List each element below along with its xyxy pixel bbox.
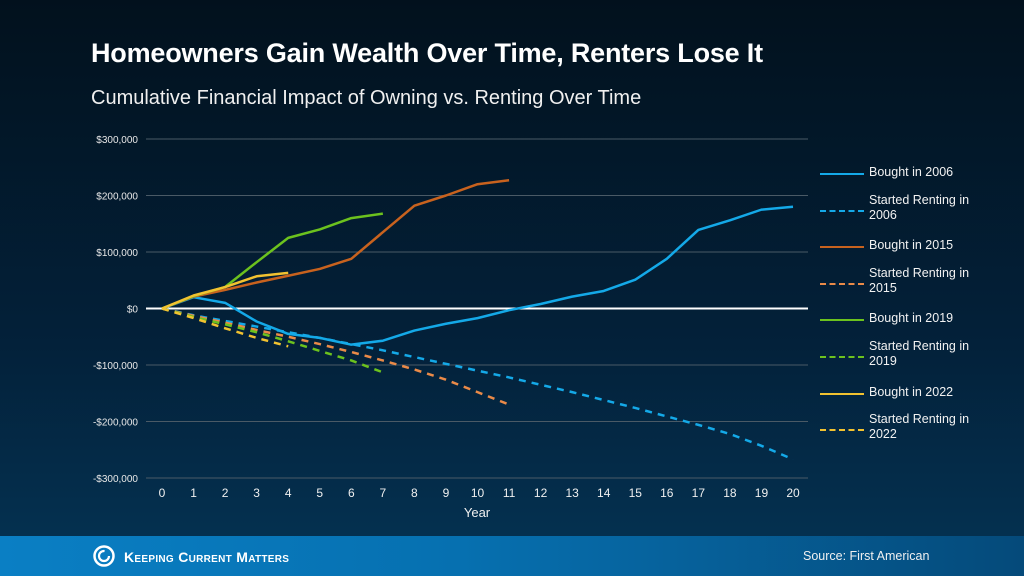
legend-label: Started Renting in 2022 [869, 412, 970, 442]
legend-label: Bought in 2006 [869, 165, 954, 179]
legend-swatch [820, 209, 864, 212]
legend-item: Started Renting in 2015 [820, 266, 1000, 306]
y-tick-label: $100,000 [96, 248, 138, 259]
legend-label: Started Renting in 2019 [869, 339, 970, 368]
line-chart: $300,000 $200,000 $100,000 $0 -$100,000 -$200… [93, 135, 808, 520]
legend-label: Bought in 2019 [869, 311, 954, 326]
x-tick-label: 16 [660, 486, 674, 500]
x-tick-label: 14 [597, 486, 611, 500]
x-axis-label: Year [464, 505, 491, 520]
legend-item: Bought in 2015 [820, 233, 1000, 269]
x-tick-label: 8 [411, 486, 418, 500]
x-tick-label: 4 [285, 486, 292, 500]
x-tick-label: 12 [534, 486, 548, 500]
y-tick-label: -$100,000 [93, 361, 138, 372]
y-tick-label: $300,000 [96, 135, 138, 146]
x-tick-label: 15 [629, 486, 643, 500]
x-tick-label: 1 [190, 486, 197, 500]
legend-item: Bought in 2006 [820, 160, 1000, 196]
footer-bar: Keeping Current Matters Source: First Am… [0, 536, 1024, 576]
x-tick-label: 11 [503, 486, 516, 500]
legend-label: Bought in 2022 [869, 384, 954, 399]
kcm-logo-icon [93, 545, 115, 567]
chart-title: Homeowners Gain Wealth Over Time, Renter… [91, 38, 763, 68]
y-tick-label: $0 [127, 305, 139, 316]
x-tick-label: 9 [443, 486, 450, 500]
legend-swatch [820, 173, 864, 175]
x-tick-label: 20 [786, 486, 800, 500]
x-tick-label: 2 [222, 486, 229, 500]
x-tick-label: 10 [471, 486, 485, 500]
legend-label: Bought in 2015 [869, 238, 954, 253]
series-line-2 [161, 179, 510, 310]
legend-item: Started Renting in 2006 [820, 193, 1000, 233]
legend-swatch [820, 392, 864, 395]
x-tick-label: 6 [348, 486, 355, 500]
legend-item: Started Renting in 2022 [820, 412, 1000, 452]
y-tick-label: -$300,000 [93, 474, 138, 485]
x-tick-label: 19 [755, 486, 769, 500]
legend-swatch [820, 246, 864, 249]
x-tick-label: 18 [723, 486, 737, 500]
x-tick-label: 5 [316, 486, 323, 500]
legend-swatch [820, 319, 864, 322]
x-tick-label: 0 [159, 486, 166, 500]
x-tick-label: 17 [692, 486, 706, 500]
brand-name: Keeping Current Matters [124, 549, 290, 565]
series-line-1 [161, 307, 794, 461]
legend-label: Started Renting in 2015 [869, 265, 970, 295]
legend-item: Started Renting in 2019 [820, 339, 1000, 379]
legend-swatch [820, 356, 864, 358]
legend-swatch [820, 282, 864, 285]
x-tick-label: 13 [565, 486, 579, 500]
series-line-5 [161, 307, 384, 374]
legend-item: Bought in 2019 [820, 306, 1000, 342]
source-note: Source: First American [803, 549, 930, 563]
chart-subtitle: Cumulative Financial Impact of Owning vs… [91, 87, 642, 109]
legend-item: Bought in 2022 [820, 380, 1000, 416]
x-tick-label: 3 [253, 486, 260, 500]
y-tick-label: -$200,000 [93, 418, 138, 429]
legend-swatch [820, 429, 864, 432]
y-tick-label: $200,000 [96, 192, 138, 203]
legend-label: Started Renting in 2006 [869, 192, 970, 222]
x-tick-label: 7 [380, 486, 387, 500]
